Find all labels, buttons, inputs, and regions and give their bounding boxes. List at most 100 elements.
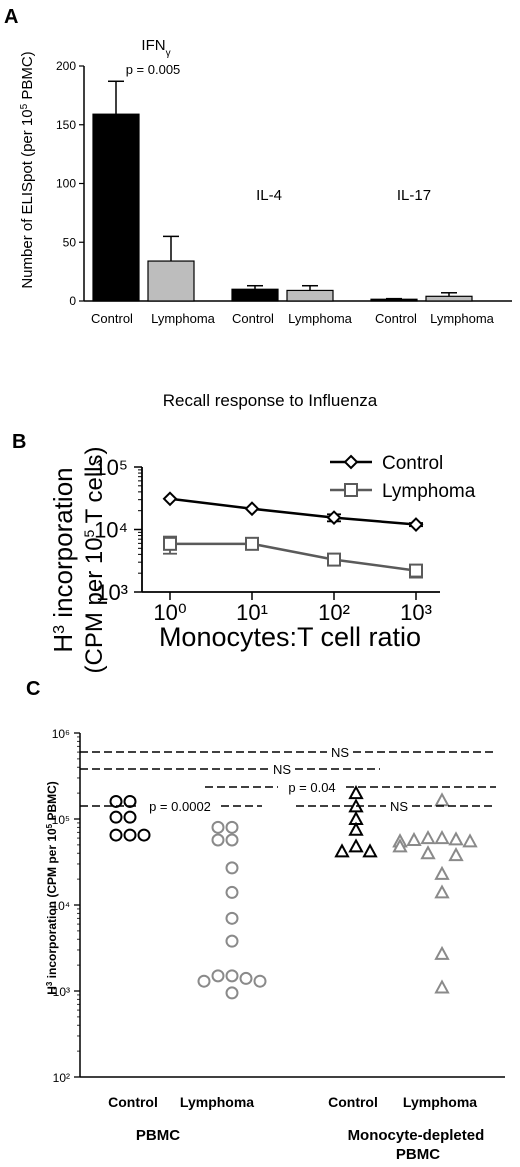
- x-tick-label-a: Lymphoma: [288, 311, 353, 326]
- b-series: [162, 491, 424, 579]
- data-point: [225, 986, 239, 1000]
- data-point: [239, 971, 253, 985]
- data-point: [408, 517, 424, 532]
- xlabel-b: Monocytes:T cell ratio: [159, 622, 421, 652]
- y-tick-label-a: 150: [56, 118, 76, 132]
- data-point: [448, 831, 464, 846]
- panel-label-a: A: [4, 6, 18, 28]
- y-tick-label-b: 10⁴: [94, 518, 128, 543]
- panel-label-b: B: [12, 431, 26, 453]
- data-point: [409, 563, 423, 578]
- panel-label-c: C: [26, 678, 40, 700]
- data-point: [244, 501, 260, 517]
- x-tick-label-a: Control: [91, 311, 133, 326]
- data-point: [123, 794, 137, 808]
- data-point: [434, 865, 450, 880]
- data-point: [434, 829, 450, 845]
- a-bars: IFNγ Control Lymphoma p = 0.005 IL-4 Control L…: [91, 37, 495, 326]
- data-point: [326, 510, 342, 526]
- x-tick-label-b: 10¹: [236, 600, 268, 625]
- data-point: [253, 974, 267, 988]
- comparison-label: p = 0.04: [288, 780, 335, 795]
- legend-label: Control: [382, 453, 443, 474]
- data-point: [109, 810, 123, 824]
- data-point: [420, 829, 436, 845]
- group-label-monocyte-depleted-line1: Monocyte-depleted: [348, 1127, 485, 1144]
- c-axes: 10² 10³ 10⁴ 10⁵ 10⁶ Control Lymphoma Control Lym…: [51, 727, 505, 1110]
- group-label-pbmc: PBMC: [136, 1127, 180, 1144]
- data-point: [462, 833, 478, 848]
- panel-c: C H3 incorporation (CPM per 105 PBMC) PB…: [26, 678, 505, 1163]
- group-label-a: IFNγ: [141, 37, 170, 59]
- data-point: [211, 833, 225, 847]
- bar: [147, 260, 195, 302]
- data-point: [109, 794, 123, 808]
- y-tick-label-a: 100: [56, 177, 76, 191]
- c-comparisons: NS NS p = 0.04 p = 0.0002 NS: [80, 745, 496, 814]
- data-point: [137, 828, 151, 842]
- b-axes: 10³ 10⁴ 10⁵ 10⁰ 10¹ 10² 10³: [94, 455, 440, 625]
- data-point: [225, 934, 239, 948]
- data-point: [406, 831, 422, 846]
- bar: [286, 289, 334, 302]
- legend-marker: [343, 454, 359, 470]
- y-tick-label-c: 10⁵: [52, 813, 70, 827]
- comparison-label: NS: [390, 799, 408, 814]
- x-tick-label-c: Lymphoma: [403, 1094, 477, 1110]
- data-point: [225, 820, 239, 834]
- x-tick-label-c: Lymphoma: [180, 1094, 254, 1110]
- data-point: [434, 979, 450, 994]
- data-point: [197, 974, 211, 988]
- data-point: [225, 911, 239, 925]
- p-value-annotation: p = 0.005: [126, 62, 181, 77]
- ylabel-a: Number of ELISpot (per 105 PBMC): [19, 51, 37, 288]
- data-point: [225, 885, 239, 899]
- svg-text:(CPM per 105 T cells): (CPM per 105 T cells): [81, 447, 108, 674]
- bar: [370, 298, 418, 302]
- data-point: [334, 843, 350, 858]
- x-tick-label-a: Lymphoma: [151, 311, 216, 326]
- y-tick-label-c: 10²: [53, 1071, 70, 1085]
- data-point: [163, 536, 177, 551]
- data-point: [225, 833, 239, 847]
- x-tick-label-c: Control: [108, 1094, 158, 1110]
- data-point: [123, 828, 137, 842]
- data-point: [327, 552, 341, 567]
- data-point: [434, 945, 450, 960]
- bar: [92, 113, 140, 302]
- data-point: [225, 969, 239, 983]
- data-point: [448, 847, 464, 862]
- y-tick-label-b: 10⁵: [94, 455, 128, 480]
- data-point: [211, 969, 225, 983]
- data-point: [123, 810, 137, 824]
- x-tick-label-a: Control: [375, 311, 417, 326]
- comparison-label: p = 0.0002: [149, 799, 211, 814]
- data-point: [225, 861, 239, 875]
- data-point: [362, 843, 378, 858]
- y-tick-label-b: 10³: [96, 580, 128, 605]
- data-point: [434, 792, 450, 807]
- group-label-monocyte-depleted: Monocyte-depleted PBMC: [348, 1127, 489, 1163]
- y-tick-label-a: 50: [63, 235, 77, 249]
- x-tick-label-b: 10³: [400, 600, 432, 625]
- ylabel-b: H3 incorporation (CPM per 105 T cells): [48, 447, 108, 674]
- bar: [425, 295, 473, 302]
- group-label-a: IL-17: [397, 187, 431, 204]
- x-tick-label-c: Control: [328, 1094, 378, 1110]
- series-line: [169, 497, 417, 526]
- y-tick-label-c: 10⁶: [52, 727, 70, 741]
- y-tick-label-a: 200: [56, 59, 76, 73]
- x-tick-label-b: 10²: [318, 600, 350, 625]
- comparison-label: NS: [273, 762, 291, 777]
- data-point: [109, 828, 123, 842]
- bar: [231, 288, 279, 302]
- y-tick-label-c: 10³: [53, 985, 70, 999]
- data-point: [348, 785, 364, 800]
- panel-b: B H3 incorporation (CPM per 105 T cells)…: [12, 431, 476, 673]
- data-point: [420, 845, 436, 860]
- group-label-monocyte-depleted-line2: PBMC: [396, 1146, 440, 1163]
- data-point: [434, 884, 450, 899]
- data-point: [211, 820, 225, 834]
- data-point: [348, 821, 364, 836]
